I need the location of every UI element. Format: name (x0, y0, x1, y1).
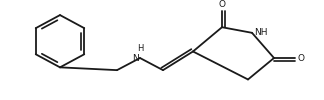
Text: O: O (218, 0, 226, 10)
Text: H: H (137, 44, 143, 53)
Text: NH: NH (254, 28, 268, 37)
Text: O: O (297, 54, 304, 62)
Text: N: N (132, 54, 139, 62)
